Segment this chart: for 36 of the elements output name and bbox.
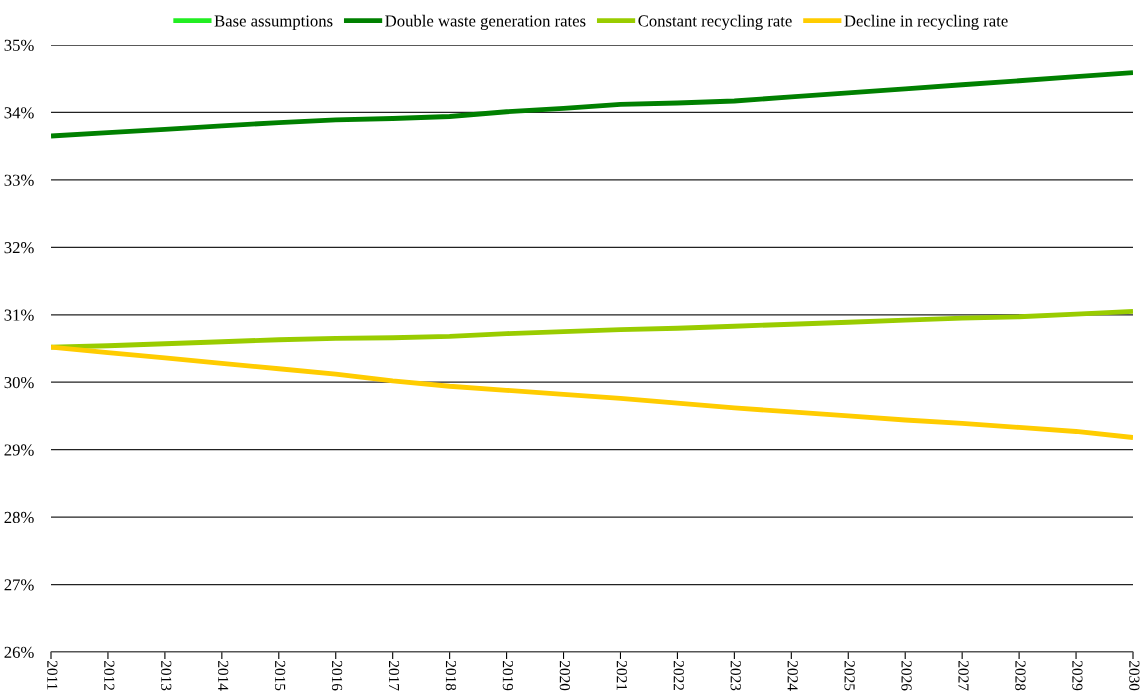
x-tick-label: 2025 xyxy=(844,661,855,691)
x-tick-label: 2019 xyxy=(502,661,514,691)
y-tick-label: 31% xyxy=(4,309,34,321)
x-tick-label: 2026 xyxy=(901,661,912,691)
x-tick-label: 2012 xyxy=(104,661,115,691)
y-tick-label: 29% xyxy=(4,444,34,456)
y-tick-label: 28% xyxy=(4,511,34,524)
x-tick-label: 2023 xyxy=(730,661,741,691)
x-tick-label: 2022 xyxy=(673,661,684,691)
line-series xyxy=(51,70,1133,139)
legend-label: Double waste generation rates xyxy=(385,14,586,30)
x-tick-label: 2017 xyxy=(388,661,400,691)
x-tick-label: 2020 xyxy=(559,661,571,691)
x-tick-label: 2027 xyxy=(958,661,969,691)
y-tick-label: 32% xyxy=(4,242,34,254)
y-tick-label: 30% xyxy=(4,376,34,389)
y-tick-label: 27% xyxy=(4,579,34,591)
legend-label: Base assumptions xyxy=(214,15,333,30)
x-tick-label: 2028 xyxy=(1015,661,1026,691)
x-tick-label: 2014 xyxy=(218,661,229,691)
legend-label: Decline in recycling rate xyxy=(844,14,1008,30)
legend-label: Constant recycling rate xyxy=(638,14,792,30)
x-tick-label: 2018 xyxy=(445,661,457,691)
x-tick-label: 2013 xyxy=(161,661,172,691)
x-tick-label: 2021 xyxy=(616,661,627,690)
y-tick-label: 34% xyxy=(4,107,34,119)
y-tick-label: 26% xyxy=(4,646,34,658)
line-series xyxy=(51,344,1133,440)
x-tick-label: 2029 xyxy=(1072,661,1083,691)
y-tick-label: 33% xyxy=(4,174,34,186)
x-tick-label: 2015 xyxy=(274,661,286,691)
y-tick-label: 35% xyxy=(4,39,34,51)
x-tick-label: 2011 xyxy=(47,661,58,690)
x-tick-label: 2016 xyxy=(331,661,343,691)
x-tick-label: 2024 xyxy=(787,661,798,691)
x-tick-label: 2030 xyxy=(1129,661,1140,691)
